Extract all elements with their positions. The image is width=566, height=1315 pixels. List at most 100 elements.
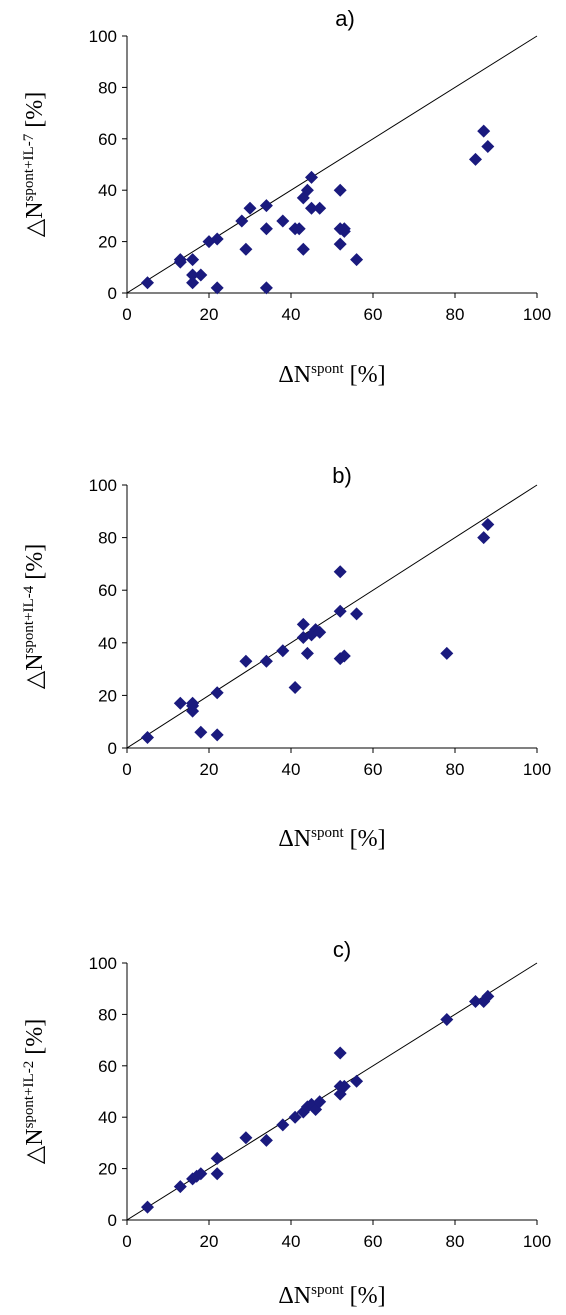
x-axis-title-superscript: spont — [311, 361, 344, 377]
y-tick-label: 0 — [108, 739, 117, 758]
data-point-diamond — [288, 1110, 302, 1124]
data-point-diamond — [481, 989, 495, 1003]
x-tick-label: 80 — [446, 305, 465, 324]
panel-label: a) — [335, 6, 355, 31]
data-point-diamond — [350, 253, 364, 267]
y-tick-label: 80 — [98, 529, 117, 548]
x-axis-title: ΔNspont [%] — [278, 1282, 385, 1309]
data-point-diamond — [313, 625, 327, 639]
y-axis-title-symbol: △N — [22, 1128, 48, 1164]
y-tick-label: 60 — [98, 130, 117, 149]
x-tick-label: 60 — [364, 305, 383, 324]
data-point-diamond — [243, 201, 257, 215]
x-tick-label: 20 — [200, 1232, 219, 1251]
data-point-diamond — [194, 725, 208, 739]
x-tick-label: 80 — [446, 1232, 465, 1251]
identity-reference-line — [126, 484, 538, 749]
x-tick-label: 0 — [122, 760, 131, 779]
data-point-diamond — [333, 183, 347, 197]
data-point-diamond — [141, 730, 154, 744]
x-tick-label: 60 — [364, 1232, 383, 1251]
data-point-diamond — [210, 686, 224, 700]
data-point-diamond — [337, 1079, 351, 1093]
data-point-diamond — [210, 1167, 224, 1181]
data-point-diamond — [141, 276, 154, 290]
x-tick-label: 20 — [200, 305, 219, 324]
y-axis-title-symbol: △N — [22, 653, 48, 689]
data-point-diamond — [350, 607, 364, 621]
data-point-diamond — [305, 201, 318, 215]
data-point-diamond — [300, 183, 314, 197]
data-point-diamond — [259, 654, 273, 668]
data-point-diamond — [259, 222, 273, 236]
y-axis-title-superscript: spont+IL-2 — [21, 1061, 37, 1129]
x-tick-label: 20 — [200, 760, 219, 779]
x-tick-label: 100 — [523, 305, 551, 324]
y-axis-title-symbol: △N — [22, 201, 48, 237]
data-point-diamond — [440, 646, 454, 660]
data-point-diamond — [259, 199, 273, 213]
data-point-diamond — [235, 214, 249, 228]
x-tick-label: 40 — [282, 760, 301, 779]
data-point-diamond — [333, 565, 347, 579]
y-tick-label: 20 — [98, 1160, 117, 1179]
data-point-diamond — [239, 1131, 253, 1145]
x-tick-label: 0 — [122, 305, 131, 324]
y-axis-title: △Nspont+IL-7 [%] — [21, 92, 48, 237]
y-tick-label: 60 — [98, 581, 117, 600]
data-point-diamond — [296, 242, 310, 256]
data-point-diamond — [210, 728, 224, 742]
data-point-diamond — [239, 654, 253, 668]
data-point-diamond — [259, 1133, 273, 1147]
data-point-diamond — [469, 995, 482, 1009]
y-axis-title: △Nspont+IL-2 [%] — [21, 1019, 48, 1164]
data-point-diamond — [337, 649, 351, 663]
data-point-diamond — [292, 222, 306, 236]
data-point-diamond — [481, 517, 495, 531]
data-point-diamond — [481, 140, 495, 154]
y-axis-title-superscript: spont+IL-4 — [21, 585, 37, 653]
x-tick-label: 0 — [122, 1232, 131, 1251]
y-tick-label: 20 — [98, 686, 117, 705]
x-tick-label: 100 — [523, 1232, 551, 1251]
data-point-diamond — [477, 531, 491, 545]
data-point-diamond — [210, 281, 224, 295]
data-point-diamond — [477, 124, 491, 138]
y-tick-label: 60 — [98, 1057, 117, 1076]
data-point-diamond — [239, 242, 253, 256]
data-point-diamond — [186, 268, 200, 282]
data-point-diamond — [194, 1167, 208, 1181]
x-axis-title-symbol: ΔN — [278, 1283, 311, 1309]
data-point-diamond — [337, 222, 351, 236]
x-axis-title: ΔNspont [%] — [278, 825, 385, 852]
x-axis-title-symbol: ΔN — [278, 362, 311, 388]
data-point-diamond — [276, 214, 290, 228]
x-axis-title: ΔNspont [%] — [278, 361, 385, 388]
data-point-diamond — [276, 644, 290, 658]
data-point-diamond — [210, 232, 224, 246]
data-point-diamond — [173, 696, 187, 710]
data-point-diamond — [141, 1200, 154, 1214]
data-point-diamond — [288, 681, 302, 695]
y-axis-title-superscript: spont+IL-7 — [21, 133, 37, 201]
y-axis-title-unit: [%] — [22, 92, 48, 134]
y-tick-label: 80 — [98, 1005, 117, 1024]
data-point-diamond — [333, 237, 347, 251]
x-axis-title-superscript: spont — [311, 1282, 344, 1298]
data-point-diamond — [305, 170, 318, 184]
x-axis-title-unit: [%] — [344, 362, 386, 388]
x-tick-label: 100 — [523, 760, 551, 779]
y-tick-label: 40 — [98, 634, 117, 653]
data-point-diamond — [296, 617, 310, 631]
y-axis-title: △Nspont+IL-4 [%] — [21, 544, 48, 689]
data-point-diamond — [259, 281, 273, 295]
x-tick-label: 40 — [282, 305, 301, 324]
x-tick-label: 60 — [364, 760, 383, 779]
data-point-diamond — [350, 1074, 364, 1088]
data-point-diamond — [210, 1151, 224, 1165]
data-point-diamond — [313, 201, 327, 215]
data-point-diamond — [276, 1118, 290, 1132]
